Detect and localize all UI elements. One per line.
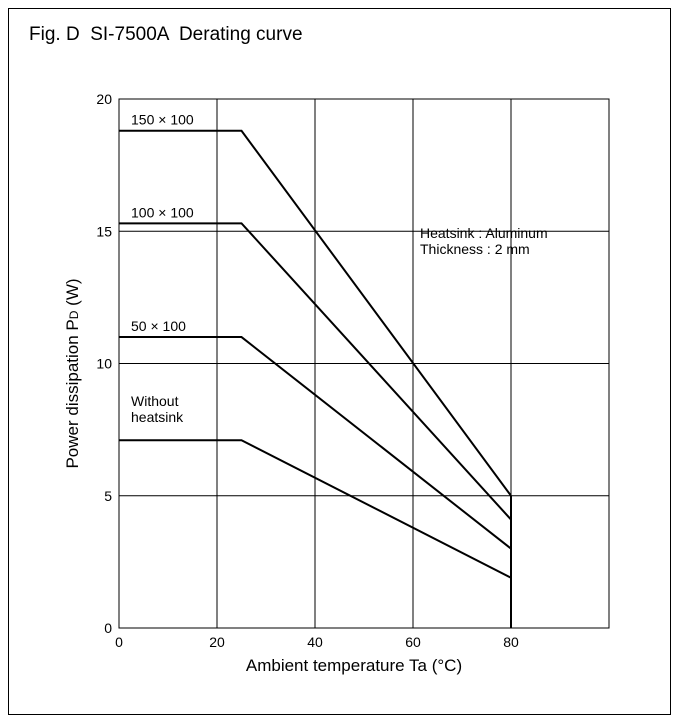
series-label: 100 × 100 [131, 204, 194, 220]
x-tick-label: 0 [115, 634, 123, 650]
x-axis-title: Ambient temperature Ta (°C) [246, 656, 462, 675]
series-label: 150 × 100 [131, 112, 194, 128]
y-tick-label: 10 [96, 356, 112, 372]
y-tick-label: 5 [104, 488, 112, 504]
y-tick-label: 20 [96, 91, 112, 107]
x-tick-label: 20 [209, 634, 225, 650]
series-label: Without [131, 393, 179, 409]
heatsink-annotation: Thickness : 2 mm [420, 241, 530, 257]
y-axis-title: Power dissipation PD (W) [63, 278, 82, 468]
x-tick-label: 60 [405, 634, 421, 650]
series-label: heatsink [131, 409, 184, 425]
series-label: 50 × 100 [131, 318, 186, 334]
heatsink-annotation: Heatsink : Aluminum [420, 225, 548, 241]
y-tick-label: 0 [104, 620, 112, 636]
x-tick-label: 80 [503, 634, 519, 650]
y-tick-label: 15 [96, 223, 112, 239]
x-tick-label: 40 [307, 634, 323, 650]
